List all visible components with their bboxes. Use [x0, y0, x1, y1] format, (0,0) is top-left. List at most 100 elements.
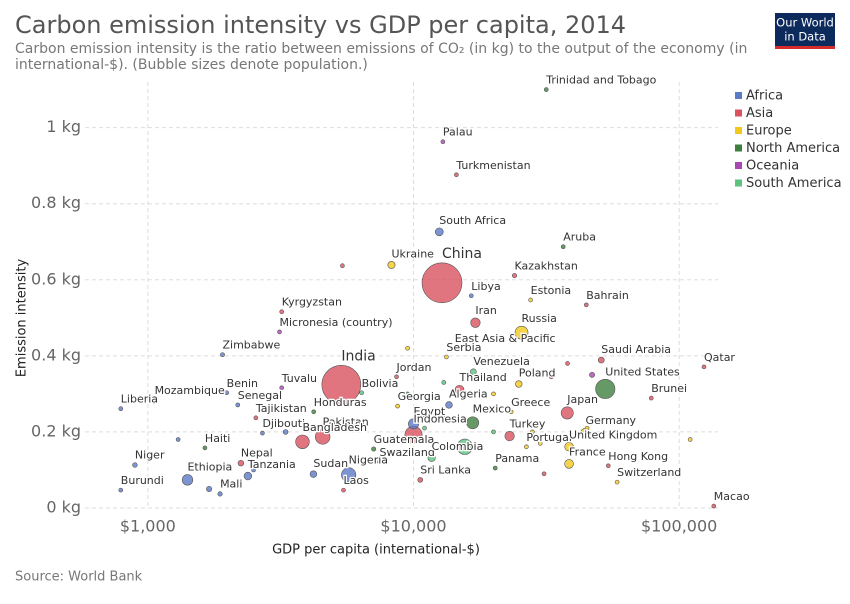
chart-title: Carbon emission intensity vs GDP per cap… [15, 11, 626, 39]
bubble [118, 487, 124, 493]
point-label: Burundi [121, 474, 164, 487]
point-label: Russia [522, 312, 557, 325]
point-label: United States [605, 365, 680, 378]
bubble [440, 139, 446, 145]
y-axis-label: Emission intensity [15, 259, 30, 378]
bubble [454, 172, 459, 178]
legend-label: Africa [746, 89, 783, 104]
y-tick-label: 0.8 kg [31, 193, 81, 212]
point-label: Hong Kong [608, 450, 668, 463]
bubble [181, 474, 194, 486]
point-label: Jordan [396, 361, 432, 374]
bubble [377, 459, 382, 465]
bubble [206, 485, 213, 492]
bubble [394, 374, 399, 380]
bubble [648, 395, 654, 401]
x-tick-label: $1,000 [120, 517, 176, 536]
point-label: Macao [714, 490, 750, 503]
point-label: Benin [227, 377, 258, 390]
bubble [237, 459, 245, 467]
point-label: Zimbabwe [223, 339, 281, 352]
bubble [405, 345, 410, 351]
bubble [595, 378, 616, 399]
bubble [492, 465, 498, 471]
y-tick-label: 0.2 kg [31, 421, 81, 440]
bubble [282, 429, 289, 435]
point-label: Senegal [238, 389, 282, 402]
legend-swatch [735, 144, 742, 152]
x-axis-label: GDP per capita (international-$) [272, 543, 480, 558]
point-label: Serbia [446, 341, 481, 354]
point-label: Saudi Arabia [601, 343, 671, 356]
point-label: Nepal [241, 446, 273, 459]
point-label: Libya [471, 280, 500, 293]
point-label: Georgia [398, 390, 441, 403]
bubble [614, 479, 620, 485]
legend-label: Oceania [746, 159, 799, 174]
point-label: Qatar [704, 351, 735, 364]
bubble [466, 416, 480, 430]
point-label: Poland [519, 367, 556, 380]
point-label: Algeria [449, 388, 488, 401]
legend-swatch [735, 127, 742, 134]
bubble [508, 409, 514, 415]
point-label: Iran [475, 304, 497, 317]
legend-swatch [735, 162, 742, 169]
bubble [491, 391, 496, 397]
point-label: India [341, 348, 375, 364]
point-label: Tajikistan [255, 402, 307, 415]
bubble [687, 437, 693, 442]
bubble [309, 470, 318, 478]
y-tick-label: 0.6 kg [31, 269, 81, 288]
subtitle: international-$). (Bubble sizes denote p… [15, 57, 368, 73]
bubble [564, 459, 574, 469]
point-label: Turkmenistan [455, 159, 530, 172]
point-label: Germany [586, 414, 637, 427]
point-label: Egypt [414, 405, 446, 418]
bubble [711, 503, 717, 509]
bubble [118, 406, 124, 412]
point-label: Tuvalu [281, 372, 317, 385]
bubble [427, 453, 436, 462]
bubble [408, 418, 419, 430]
point-label: Bolivia [362, 377, 399, 390]
legend-label: South America [746, 176, 842, 191]
bubble [251, 467, 256, 473]
point-label: Kyrgyzstan [282, 296, 342, 309]
logo-bar [775, 46, 835, 49]
bubble [701, 364, 707, 370]
bubble [243, 471, 253, 481]
bubble [537, 441, 543, 446]
bubble [422, 425, 427, 431]
bubble [151, 397, 158, 404]
bubble [605, 463, 611, 469]
bubble [417, 477, 424, 483]
bubble [321, 364, 362, 405]
y-tick-label: 0 kg [46, 498, 81, 517]
point-label: Mali [220, 478, 242, 491]
point-label: Nigeria [349, 454, 388, 467]
legend-swatch [735, 92, 742, 99]
legend-label: North America [746, 141, 840, 156]
source: Source: World Bank [15, 570, 143, 585]
bubble [260, 430, 265, 436]
point-label: Bangladesh [302, 421, 367, 434]
logo-text: in Data [784, 30, 826, 44]
bubble [395, 403, 400, 409]
point-label: Pakistan [323, 416, 369, 429]
point-label: United Kingdom [569, 428, 657, 441]
point-label: Haiti [205, 432, 230, 445]
bubble [253, 415, 259, 421]
logo [775, 13, 835, 48]
bubble [444, 354, 449, 360]
bubble [564, 442, 574, 452]
point-label: Greece [511, 396, 550, 409]
point-label: Ethiopia [187, 461, 232, 474]
bubble [530, 429, 535, 435]
bubble [589, 371, 595, 378]
bubble [434, 227, 444, 237]
bubble [341, 467, 357, 483]
point-label: Laos [343, 474, 369, 487]
bubble [456, 438, 473, 455]
